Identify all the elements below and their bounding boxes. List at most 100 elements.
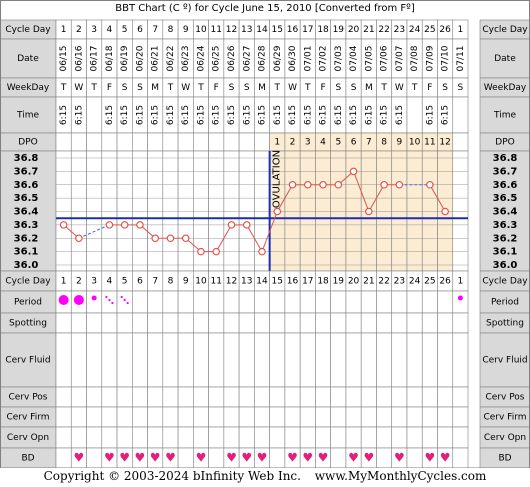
row-label-text-cerv_fluid: Cerv Fluid <box>5 356 50 366</box>
cerv_firm-cell <box>86 406 103 428</box>
site-link[interactable]: www.MyMonthlyCycles.com <box>314 469 487 483</box>
spotting-cell <box>254 312 270 334</box>
cerv_opn-cell <box>391 426 408 449</box>
cycle-day-number: 1 <box>61 277 67 287</box>
cerv_firm-cell <box>421 406 438 428</box>
period-spot-dot <box>111 301 114 305</box>
date-value: 06/29 <box>273 45 283 71</box>
spotting-cell <box>360 312 377 334</box>
cycle-day-number: 26 <box>439 25 451 35</box>
time-value: 6:15 <box>181 105 191 125</box>
cerv_pos-cell <box>299 386 316 408</box>
row-label-text-bd: BD <box>21 454 34 464</box>
dpo-value: 1 <box>274 138 280 148</box>
spotting-cell <box>238 312 255 334</box>
date-value: 07/10 <box>441 45 451 71</box>
dpo-cell <box>55 132 72 152</box>
temp-point <box>181 234 190 243</box>
period-spot-dot <box>108 298 111 302</box>
temp-point <box>258 247 266 256</box>
plot-column <box>101 150 118 272</box>
time-value: 6:15 <box>105 105 115 125</box>
cerv_opn-cell <box>208 426 225 449</box>
dpo-cell <box>132 132 148 152</box>
period-cell <box>238 290 255 314</box>
row-label-right-text-cerv_pos: Cerv Pos <box>485 393 524 403</box>
date-value: 06/25 <box>212 46 222 72</box>
date-value: 06/24 <box>196 45 206 71</box>
period-cell <box>86 290 103 314</box>
time-cell <box>452 96 469 134</box>
time-value: 6:15 <box>334 105 344 125</box>
spotting-cell <box>330 312 347 334</box>
cerv_firm-cell <box>376 406 393 428</box>
date-value: 06/18 <box>105 45 115 71</box>
cycle-day-number: 22 <box>378 25 389 35</box>
cycle-day-number: 6 <box>137 277 143 287</box>
cerv_fluid-cell <box>452 332 469 388</box>
row-label-text-cerv_opn: Cerv Opn <box>7 433 49 443</box>
cerv_pos-cell <box>406 386 423 408</box>
bd-heart-icon: ♥ <box>287 451 298 465</box>
plot-column <box>315 150 331 272</box>
footer: Copyright © 2003-2024 bInfinity Web Inc.… <box>0 469 530 483</box>
time-value: 6:15 <box>74 105 84 125</box>
cerv_fluid-cell <box>406 332 423 388</box>
cerv_pos-cell <box>70 386 87 408</box>
spotting-cell <box>376 312 393 334</box>
period-heavy-dot <box>73 295 84 305</box>
cycle-day-number: 25 <box>424 277 435 287</box>
cycle-day-number: 20 <box>348 25 360 35</box>
date-value: 07/07 <box>395 46 405 72</box>
time-value: 6:15 <box>242 105 252 125</box>
dpo-value: 10 <box>409 138 421 148</box>
cerv_opn-cell <box>452 426 469 449</box>
cerv_opn-cell <box>162 426 179 449</box>
period-cell <box>284 290 301 314</box>
weekday-value: S <box>442 83 448 93</box>
cerv_pos-cell <box>437 386 454 408</box>
date-value: 06/28 <box>258 45 268 71</box>
plot-column <box>330 150 347 272</box>
bd-heart-icon: ♥ <box>241 451 252 465</box>
cycle-day-number: 5 <box>122 277 128 287</box>
cycle-day-number: 19 <box>333 25 345 35</box>
bd-cell <box>86 447 103 468</box>
dpo-value: 3 <box>305 138 311 148</box>
cerv_pos-cell <box>254 386 270 408</box>
weekday-value: S <box>351 83 357 93</box>
cycle-day-number: 21 <box>363 277 374 287</box>
date-value: 07/06 <box>380 45 390 71</box>
weekday-value: S <box>244 83 250 93</box>
cycle-day-number: 15 <box>272 25 283 35</box>
date-value: 06/23 <box>181 46 191 72</box>
spotting-cell <box>284 312 301 334</box>
date-value: 07/05 <box>364 46 374 72</box>
temp-line-segment <box>276 184 293 212</box>
cycle-day-number: 8 <box>168 25 174 35</box>
row-label-right-text-weekday: WeekDay <box>484 83 527 93</box>
bd-heart-icon: ♥ <box>257 451 268 465</box>
temp-line-segment <box>353 171 370 212</box>
time-value: 6:15 <box>288 105 298 125</box>
cycle-day-number: 18 <box>317 277 329 287</box>
cerv_fluid-cell <box>284 332 301 388</box>
y-tick-label: 36.1 <box>14 247 39 258</box>
temp-point <box>334 180 343 189</box>
temp-point <box>105 221 114 229</box>
bd-cell <box>406 447 423 468</box>
row-label-right-text-spotting: Spotting <box>486 319 524 329</box>
cerv_fluid-cell <box>132 332 148 388</box>
cycle-day-number: 15 <box>272 277 283 287</box>
cerv_firm-cell <box>101 406 118 428</box>
bd-cell <box>177 447 194 468</box>
weekday-value: F <box>214 83 219 93</box>
time-cell <box>86 96 103 134</box>
cerv_firm-cell <box>147 406 164 428</box>
cerv_opn-cell <box>254 426 270 449</box>
cerv_opn-cell <box>437 426 454 449</box>
row-label-text-cerv_firm: Cerv Firm <box>6 413 49 423</box>
bd-cell <box>330 447 347 468</box>
row-label-right-bd <box>479 447 530 468</box>
cerv_opn-cell <box>116 426 133 449</box>
